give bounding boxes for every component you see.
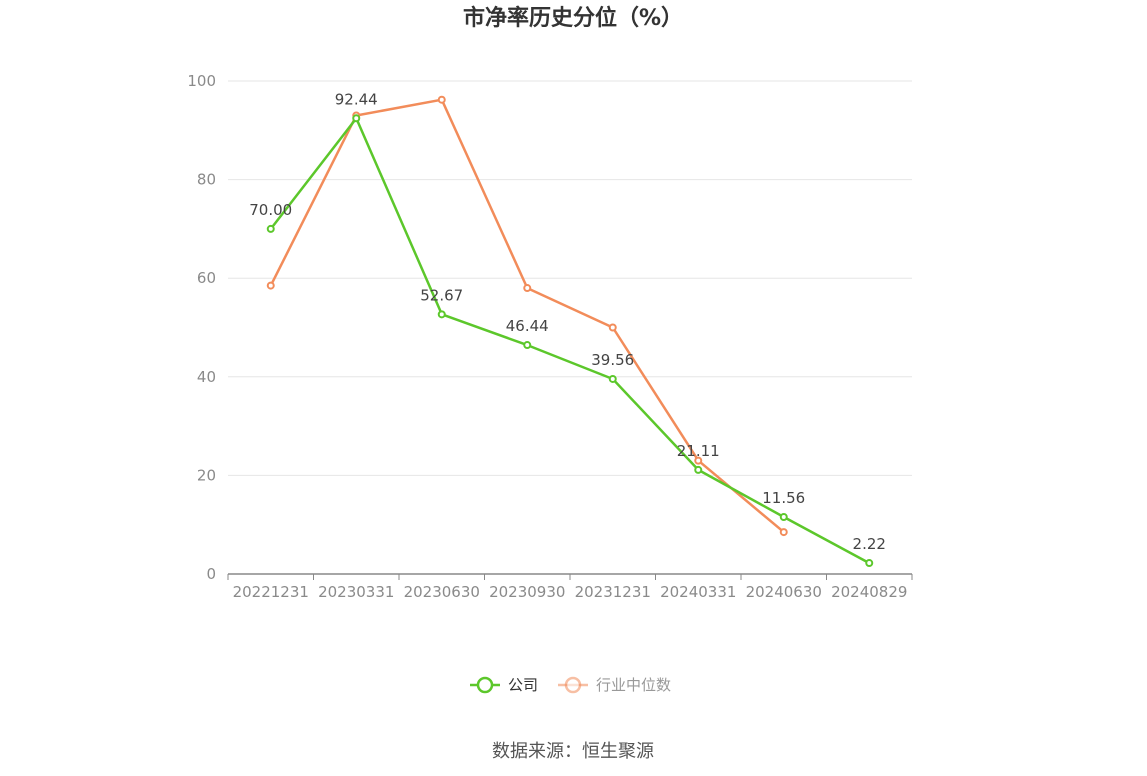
y-tick-label: 20: [197, 466, 216, 484]
x-tick-label: 20231231: [575, 583, 651, 601]
legend[interactable]: 公司 行业中位数: [470, 676, 671, 694]
data-label: 70.00: [249, 201, 292, 219]
legend-label: 公司: [508, 676, 538, 694]
data-point: [694, 465, 703, 474]
data-point: [266, 281, 275, 290]
data-labels: 70.00 92.44 52.67 46.44 39.56 21.11 11.56 2.22: [249, 90, 886, 553]
series-line-company: [269, 117, 870, 565]
data-label: 2.22: [853, 535, 886, 553]
data-label: 92.44: [335, 90, 378, 108]
data-point: [694, 456, 703, 465]
y-tick-label: 60: [197, 269, 216, 287]
series-line-industry-median: [269, 98, 785, 534]
x-axis: 20221231 20230331 20230630 20230930 20231231…: [227, 573, 913, 601]
y-tick-label: 40: [197, 368, 216, 386]
data-label: 21.11: [677, 442, 720, 460]
data-point: [779, 513, 788, 522]
data-point: [523, 341, 532, 350]
x-tick-label: 20230331: [318, 583, 394, 601]
x-tick-label: 20221231: [233, 583, 309, 601]
legend-marker: [564, 676, 582, 694]
chart-title: 市净率历史分位（%）: [463, 5, 683, 31]
data-label: 39.56: [591, 351, 634, 369]
data-point: [608, 323, 617, 332]
x-tick-label: 20240331: [660, 583, 736, 601]
data-label: 52.67: [420, 286, 463, 304]
legend-item-industry-median[interactable]: 行业中位数: [558, 676, 671, 694]
y-tick-label: 100: [187, 72, 216, 90]
series-layer: [266, 95, 874, 568]
y-axis-ticks: 0 20 40 60 80 100: [187, 72, 216, 583]
grid-lines: [228, 80, 912, 476]
x-tick-label: 20240829: [831, 583, 907, 601]
data-label: 46.44: [506, 317, 549, 335]
legend-marker: [476, 676, 494, 694]
legend-label: 行业中位数: [596, 676, 671, 694]
data-point: [779, 528, 788, 537]
data-point: [608, 374, 617, 383]
x-tick-label: 20230630: [404, 583, 480, 601]
x-tick-label: 20230930: [489, 583, 565, 601]
data-point: [865, 559, 874, 568]
data-point: [437, 95, 446, 104]
legend-item-company[interactable]: 公司: [470, 676, 538, 694]
data-point: [352, 114, 361, 123]
data-point: [437, 310, 446, 319]
data-label: 11.56: [762, 489, 805, 507]
data-point: [523, 284, 532, 293]
data-source: 数据来源：恒生聚源: [492, 741, 654, 762]
x-tick-label: 20240630: [746, 583, 822, 601]
y-tick-label: 80: [197, 171, 216, 189]
data-point: [266, 224, 275, 233]
y-tick-label: 0: [206, 565, 216, 583]
